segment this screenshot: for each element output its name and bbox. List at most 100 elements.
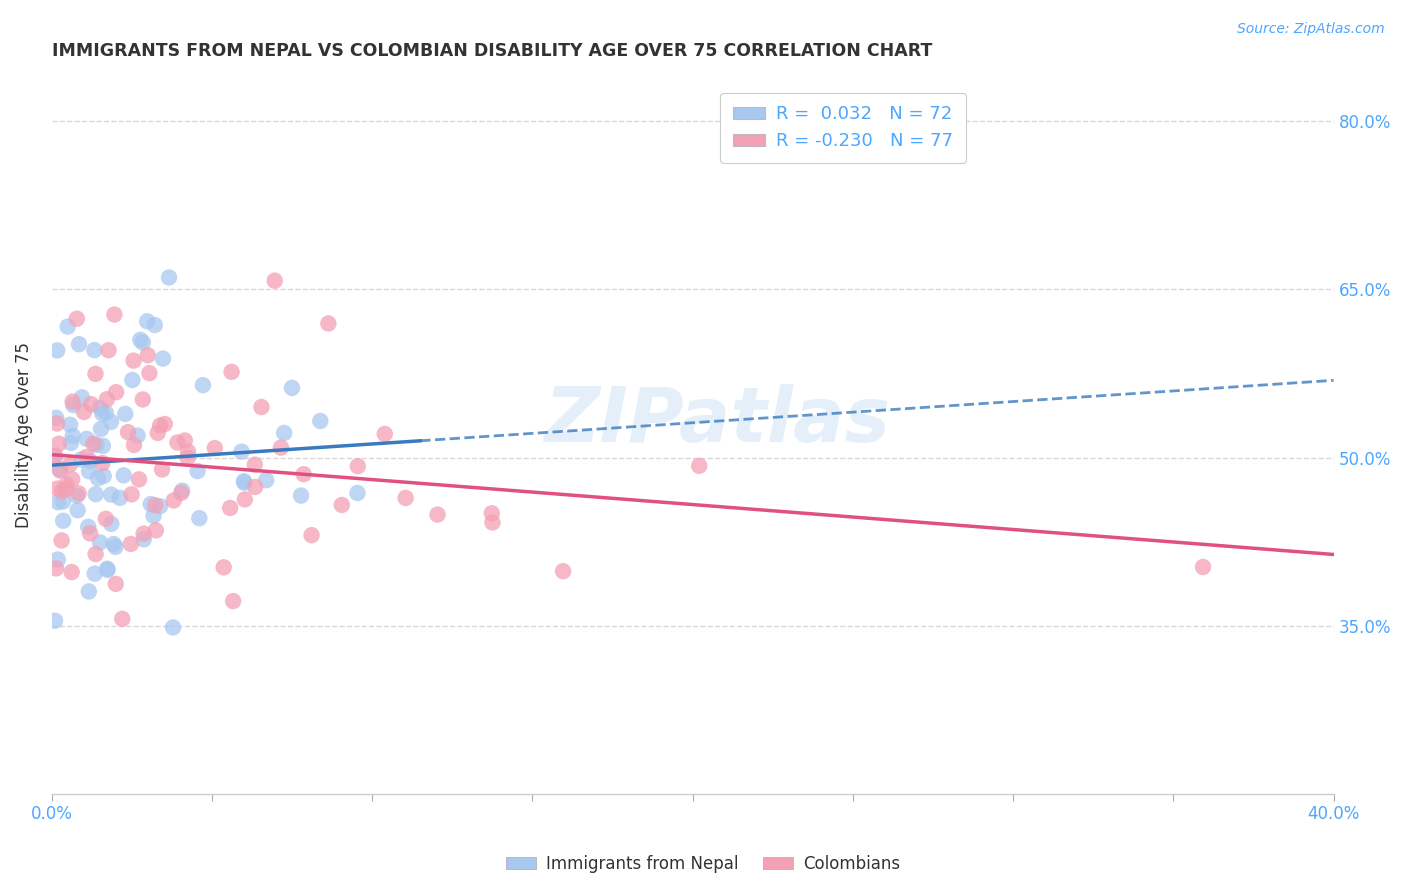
Point <box>62 429 84 443</box>
Point <box>149 499 172 513</box>
Point <box>222 594 245 608</box>
Point <box>76 450 98 464</box>
Point <box>60 565 83 579</box>
Point <box>94 406 117 420</box>
Point <box>83 566 105 581</box>
Point <box>93 469 115 483</box>
Text: IMMIGRANTS FROM NEPAL VS COLOMBIAN DISABILITY AGE OVER 75 CORRELATION CHART: IMMIGRANTS FROM NEPAL VS COLOMBIAN DISAB… <box>52 42 932 60</box>
Point <box>122 353 145 368</box>
Point <box>103 537 125 551</box>
Point <box>172 483 194 498</box>
Point <box>70 391 93 405</box>
Point <box>59 436 82 450</box>
Point <box>243 458 266 472</box>
Legend: Immigrants from Nepal, Colombians: Immigrants from Nepal, Colombians <box>499 848 907 880</box>
Point <box>45 561 67 575</box>
Point <box>52 514 75 528</box>
Point <box>67 337 90 351</box>
Point <box>481 506 503 520</box>
Point <box>188 511 211 525</box>
Point <box>143 318 166 332</box>
Point <box>170 485 193 500</box>
Point <box>136 348 159 362</box>
Point <box>66 489 89 503</box>
Point <box>263 274 285 288</box>
Point <box>51 533 73 548</box>
Point <box>59 458 82 472</box>
Point <box>105 385 128 400</box>
Point <box>104 540 127 554</box>
Point <box>191 378 214 392</box>
Point <box>688 458 710 473</box>
Point <box>60 472 83 486</box>
Point <box>132 533 155 547</box>
Point <box>111 612 134 626</box>
Point <box>45 410 67 425</box>
Point <box>89 535 111 549</box>
Point <box>150 462 173 476</box>
Point <box>292 467 315 482</box>
Point <box>219 500 242 515</box>
Point <box>62 398 84 412</box>
Point <box>138 366 160 380</box>
Point <box>250 400 273 414</box>
Point <box>82 436 104 450</box>
Point <box>91 456 114 470</box>
Point <box>166 435 188 450</box>
Point <box>149 418 172 433</box>
Point <box>346 486 368 500</box>
Point <box>46 482 69 496</box>
Point <box>129 333 152 347</box>
Point <box>89 401 111 415</box>
Point <box>221 365 243 379</box>
Point <box>94 512 117 526</box>
Point <box>162 620 184 634</box>
Point <box>139 497 162 511</box>
Point <box>426 508 449 522</box>
Point <box>145 524 167 538</box>
Point <box>127 428 149 442</box>
Point <box>122 438 145 452</box>
Point <box>142 508 165 523</box>
Point <box>49 463 72 477</box>
Point <box>243 480 266 494</box>
Point <box>177 450 200 465</box>
Point <box>52 494 75 508</box>
Point <box>77 584 100 599</box>
Point <box>173 434 195 448</box>
Point <box>48 462 70 476</box>
Point <box>177 444 200 458</box>
Point <box>301 528 323 542</box>
Point <box>152 351 174 366</box>
Point <box>157 270 180 285</box>
Point <box>374 426 396 441</box>
Point <box>551 564 574 578</box>
Point <box>290 489 312 503</box>
Point <box>84 367 107 381</box>
Point <box>46 495 69 509</box>
Point <box>309 414 332 428</box>
Point <box>1192 560 1215 574</box>
Point <box>73 405 96 419</box>
Point <box>44 614 66 628</box>
Point <box>136 314 159 328</box>
Point <box>56 319 79 334</box>
Point <box>87 471 110 485</box>
Point <box>100 516 122 531</box>
Point <box>97 343 120 358</box>
Point <box>46 552 69 566</box>
Point <box>46 417 69 431</box>
Point <box>90 422 112 436</box>
Point <box>132 392 155 407</box>
Point <box>103 308 125 322</box>
Point <box>44 449 66 463</box>
Point <box>48 436 70 450</box>
Point <box>84 438 107 452</box>
Point <box>70 452 93 467</box>
Point <box>233 475 256 490</box>
Point <box>108 491 131 505</box>
Y-axis label: Disability Age Over 75: Disability Age Over 75 <box>15 343 32 528</box>
Point <box>66 503 89 517</box>
Text: Source: ZipAtlas.com: Source: ZipAtlas.com <box>1237 22 1385 37</box>
Point <box>330 498 353 512</box>
